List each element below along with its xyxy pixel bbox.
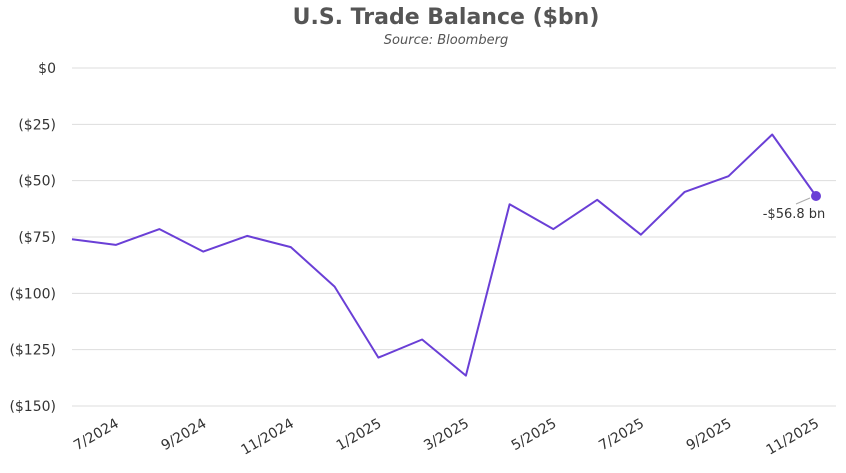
x-tick-label: 9/2025 [684,416,735,454]
y-tick-label: ($50) [18,174,56,190]
y-axis-tick-labels: $0 ($25) ($50) ($75) ($100) ($125) ($150) [9,61,56,415]
chart-subtitle: Source: Bloomberg [384,33,508,48]
y-tick-label: ($75) [18,230,56,246]
series-line [71,133,817,377]
x-tick-label: 7/2024 [71,416,122,455]
y-tick-label: ($150) [9,399,56,415]
x-tick-label: 11/2024 [238,416,296,459]
series-layer [71,133,821,377]
x-axis-tick-labels: 7/2024 9/2024 11/2024 1/2025 3/2025 5/2025 7/2… [71,416,822,459]
annotation-leader-line [795,197,811,205]
x-tick-label: 7/2025 [596,416,647,454]
x-tick-label: 1/2025 [334,416,385,454]
x-tick-label: 9/2024 [159,416,210,455]
x-tick-label: 5/2025 [509,416,560,454]
annotation-layer: -$56.8 bn [763,197,826,222]
gridlines [72,67,836,407]
y-tick-label: $0 [38,61,56,77]
annotation-label: -$56.8 bn [763,207,826,222]
x-tick-label: 11/2025 [764,416,822,459]
x-tick-label: 3/2025 [421,416,472,454]
last-value-marker [811,190,821,201]
y-tick-label: ($25) [18,117,56,133]
y-tick-label: ($125) [9,343,56,359]
chart-title: U.S. Trade Balance ($bn) [293,5,600,30]
y-tick-label: ($100) [9,286,56,302]
